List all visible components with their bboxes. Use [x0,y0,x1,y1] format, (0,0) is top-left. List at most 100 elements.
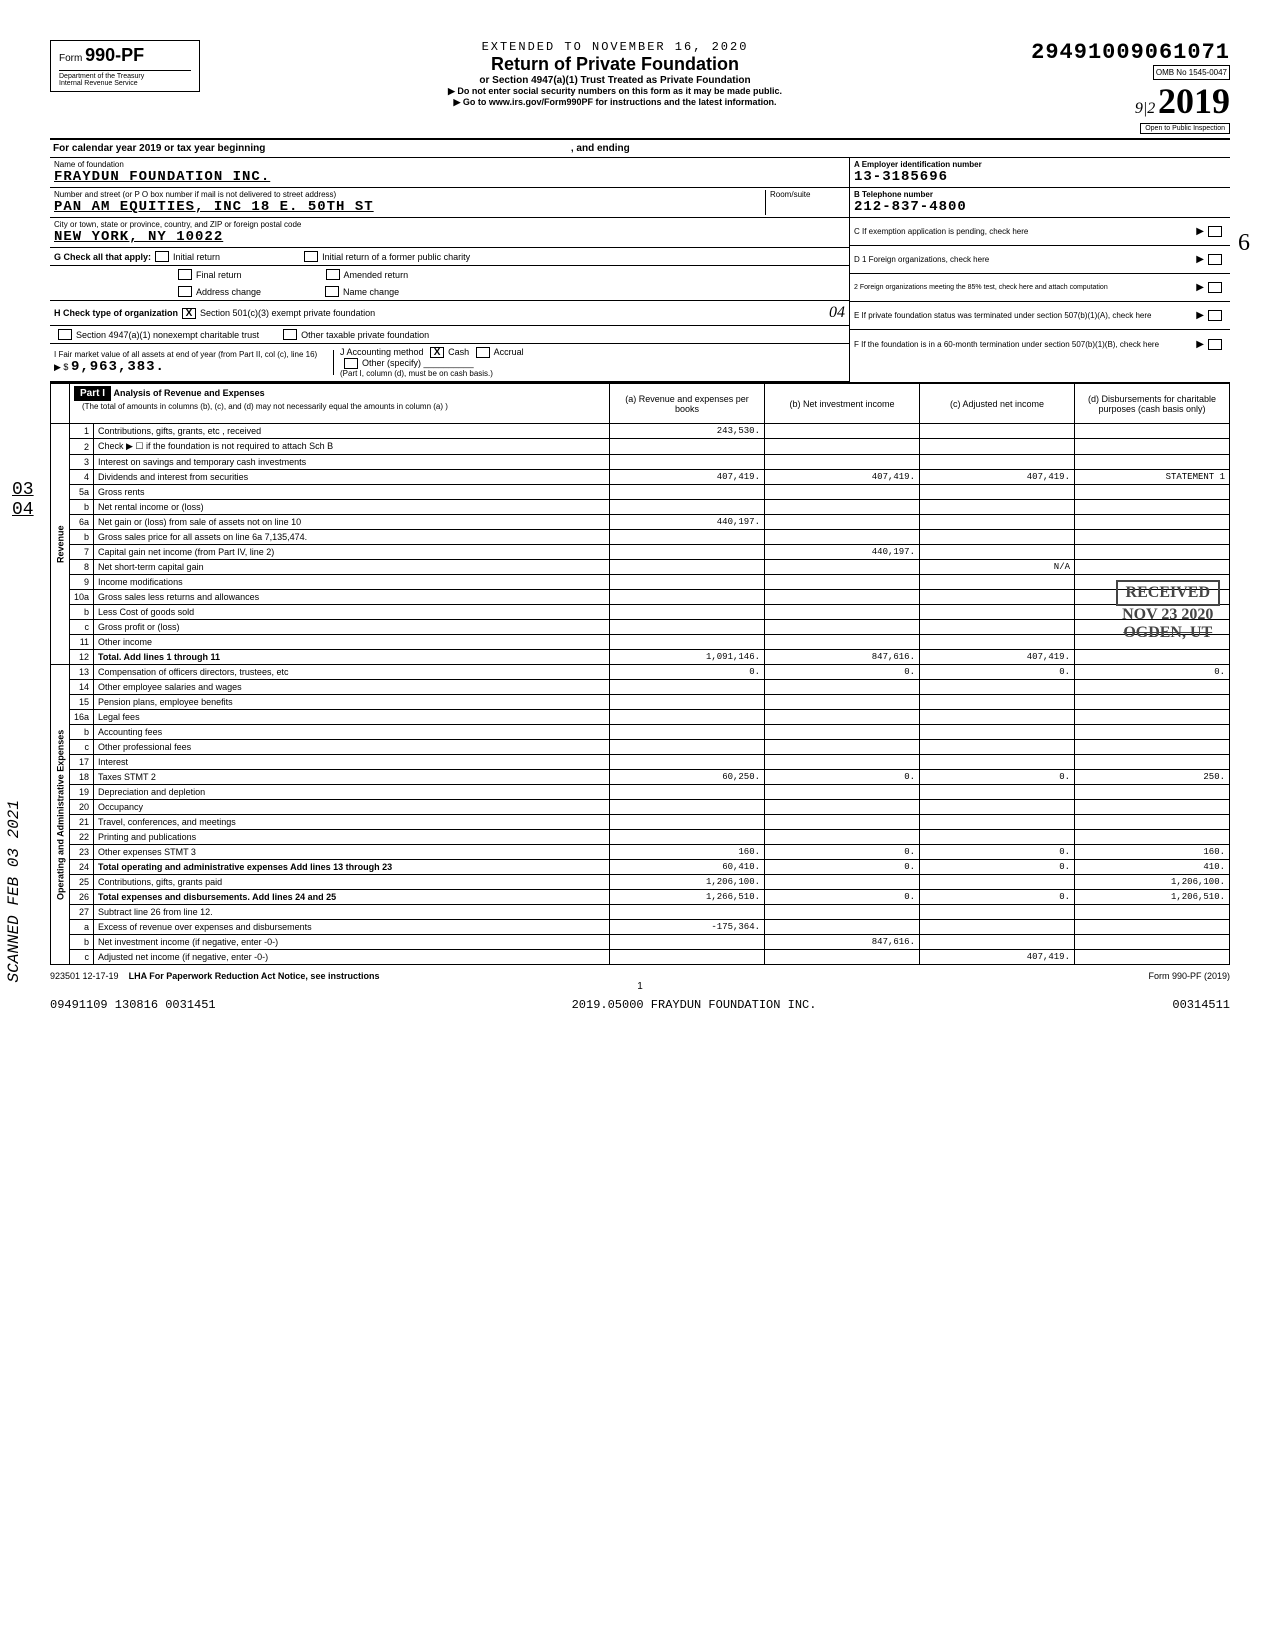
status-terminated-check[interactable] [1208,310,1222,321]
value-cell-c: 0. [920,845,1075,860]
f-label: F If the foundation is in a 60-month ter… [854,340,1196,349]
value-cell-b [765,605,920,620]
line-number: 10a [70,590,94,605]
line-label: Net rental income or (loss) [94,500,610,515]
line-number: 6a [70,515,94,530]
60-month-check[interactable] [1208,339,1222,350]
initial-return-check[interactable] [155,251,169,262]
address-change: Address change [196,287,261,297]
g-check-row3: Address change Name change [50,283,849,301]
value-cell-d [1075,905,1230,920]
value-cell-b [765,515,920,530]
value-cell-c [920,515,1075,530]
note-ssn: ▶ Do not enter social security numbers o… [210,86,1020,97]
line-label: Contributions, gifts, grants, etc , rece… [94,424,610,439]
line-number: 7 [70,545,94,560]
value-cell-a [610,590,765,605]
other-method: Other (specify) [362,358,421,368]
line-label: Travel, conferences, and meetings [94,815,610,830]
cash-check[interactable] [430,347,444,358]
value-cell-d [1075,725,1230,740]
value-cell-c [920,815,1075,830]
value-cell-d: 250. [1075,770,1230,785]
exemption-pending-check[interactable] [1208,226,1222,237]
value-cell-d [1075,740,1230,755]
form-header: Form 990-PF Department of the Treasury I… [50,40,1230,140]
4947-check[interactable] [58,329,72,340]
line-label: Other employee salaries and wages [94,680,610,695]
foreign-85-check[interactable] [1208,282,1222,293]
line-label: Compensation of officers directors, trus… [94,665,610,680]
line-number: 2 [70,439,94,455]
value-cell-c [920,605,1075,620]
value-cell-a [610,830,765,845]
value-cell-b: 0. [765,665,920,680]
line-number: 14 [70,680,94,695]
handwritten-04: 04 [829,304,845,322]
col-d-header: (d) Disbursements for charitable purpose… [1075,384,1230,424]
line-label: Depreciation and depletion [94,785,610,800]
line-number: 9 [70,575,94,590]
value-cell-a [610,815,765,830]
name-change: Name change [343,287,399,297]
footer-bottom-left: 09491109 130816 0031451 [50,998,216,1012]
address-change-check[interactable] [178,286,192,297]
value-cell-c [920,830,1075,845]
line-number: 12 [70,650,94,665]
amended-check[interactable] [326,269,340,280]
value-cell-c [920,545,1075,560]
line-number: 21 [70,815,94,830]
table-row: 4Dividends and interest from securities4… [51,470,1230,485]
form-title: Return of Private Foundation [210,54,1020,75]
calendar-year-row: For calendar year 2019 or tax year begin… [50,140,1230,158]
line-label: Check ▶ ☐ if the foundation is not requi… [94,439,610,455]
other-taxable-check[interactable] [283,329,297,340]
value-cell-a [610,755,765,770]
table-row: 20Occupancy [51,800,1230,815]
line-label: Taxes STMT 2 [94,770,610,785]
extended-date: EXTENDED TO NOVEMBER 16, 2020 [210,40,1020,54]
value-cell-b [765,635,920,650]
value-cell-d: 0. [1075,665,1230,680]
form-number: 990-PF [85,45,144,65]
value-cell-c: 0. [920,665,1075,680]
value-cell-a: 1,266,510. [610,890,765,905]
final-return-check[interactable] [178,269,192,280]
scanned-stamp: SCANNED FEB 03 2021 [5,800,23,982]
accrual-check[interactable] [476,347,490,358]
line-label: Income modifications [94,575,610,590]
line-label: Printing and publications [94,830,610,845]
value-cell-b: 440,197. [765,545,920,560]
part1-desc: Analysis of Revenue and Expenses [114,388,265,398]
entity-info: Name of foundation FRAYDUN FOUNDATION IN… [50,158,1230,383]
page-number: 1 [50,981,1230,992]
value-cell-c: 407,419. [920,470,1075,485]
other-method-check[interactable] [344,358,358,369]
foreign-org-check[interactable] [1208,254,1222,265]
line-number: 26 [70,890,94,905]
e-label: E If private foundation status was termi… [854,311,1196,320]
value-cell-b [765,590,920,605]
initial-former-check[interactable] [304,251,318,262]
line-number: a [70,920,94,935]
g-check-row: G Check all that apply: Initial return I… [50,248,849,266]
name-change-check[interactable] [325,286,339,297]
cash-text: Cash [448,347,469,357]
501c3-check[interactable] [182,308,196,319]
line-number: 18 [70,770,94,785]
table-row: 10aGross sales less returns and allowanc… [51,590,1230,605]
line-number: c [70,620,94,635]
line-number: b [70,725,94,740]
other-taxable-text: Other taxable private foundation [301,330,429,340]
table-row: aExcess of revenue over expenses and dis… [51,920,1230,935]
value-cell-b [765,725,920,740]
value-cell-a [610,785,765,800]
cal-year-text: For calendar year 2019 or tax year begin… [53,143,265,154]
ein-label: A Employer identification number [854,160,1226,169]
initial-return: Initial return [173,252,220,262]
form-subtitle: or Section 4947(a)(1) Trust Treated as P… [210,75,1020,86]
line-label: Gross sales price for all assets on line… [94,530,610,545]
table-row: Operating and Administrative Expenses13C… [51,665,1230,680]
received-text: RECEIVED [1116,580,1220,606]
value-cell-b [765,950,920,965]
